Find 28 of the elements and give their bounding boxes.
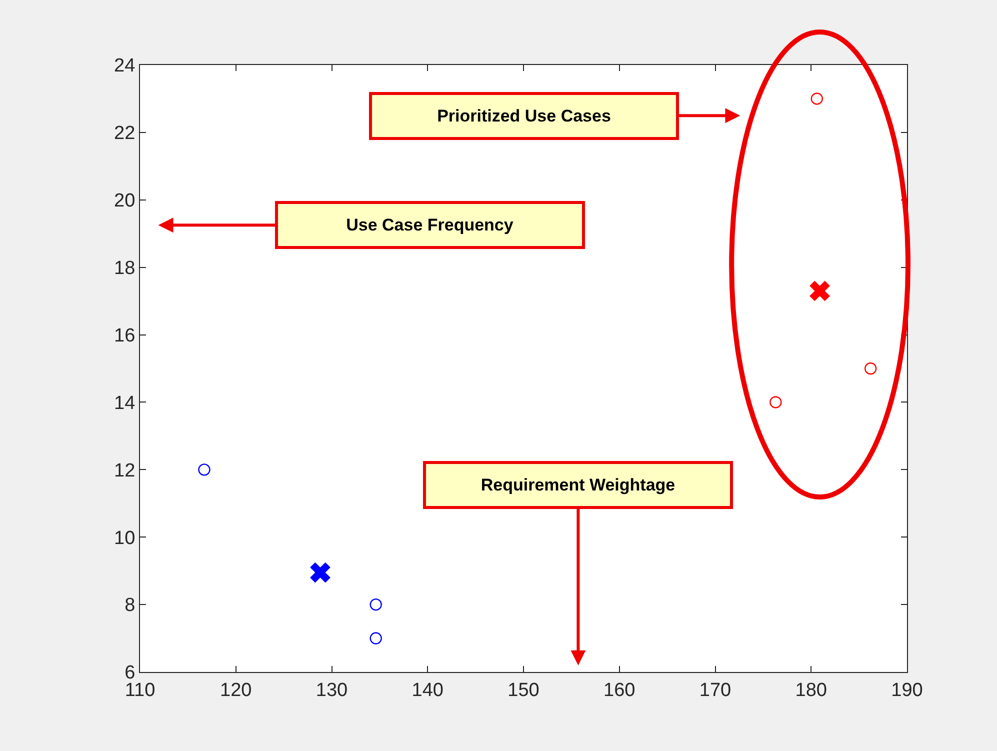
annotation: Use Case Frequency	[346, 216, 514, 234]
point	[370, 632, 382, 644]
annotation: Prioritized Use Cases	[437, 106, 611, 126]
y-tick-label: 20	[114, 190, 136, 212]
point	[370, 598, 382, 611]
x-tick-label: 170	[699, 680, 732, 701]
point	[810, 280, 830, 302]
x-tick-label: 140	[412, 680, 444, 701]
x-tick-label: 130	[316, 680, 348, 701]
y-tick-label: 14	[114, 392, 136, 414]
x-tick-label: 150	[508, 680, 540, 701]
y-tick-label: 16	[114, 325, 136, 346]
y-tick-label: 8	[124, 595, 136, 616]
y-tick-label: 18	[114, 258, 136, 279]
point	[810, 92, 823, 105]
point	[770, 396, 782, 408]
x-tick-label: 180	[795, 680, 827, 701]
y-tick-label: 10	[114, 528, 136, 549]
x-tick-label: 160	[604, 680, 636, 701]
y-tick-label: 12	[114, 460, 136, 482]
x-tick-label: 120	[220, 680, 252, 701]
y-tick-label: 22	[114, 123, 136, 144]
x-tick-label: 190	[891, 680, 923, 701]
point	[864, 362, 877, 375]
point	[198, 464, 210, 476]
y-tick-label: 24	[114, 56, 136, 77]
annotation: Requirement Weightage	[480, 476, 676, 494]
point	[310, 562, 330, 583]
